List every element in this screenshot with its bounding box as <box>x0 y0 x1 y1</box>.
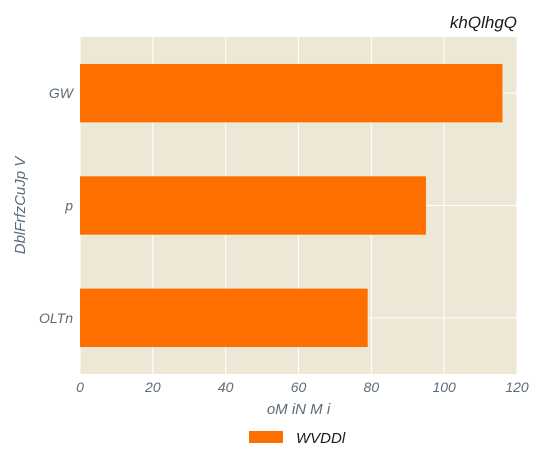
x-tick-label: 40 <box>218 379 234 395</box>
x-tick-label: 80 <box>364 379 380 395</box>
y-axis-label: DblFrfzCuJp V <box>12 155 29 255</box>
bar-p <box>80 176 426 235</box>
y-tick-label: p <box>64 198 73 214</box>
chart-title: khQlhgQ <box>450 13 517 32</box>
bar-oltn <box>80 288 368 348</box>
x-tick-label: 100 <box>432 379 456 395</box>
bars <box>80 63 503 348</box>
x-tick-label: 120 <box>505 379 529 395</box>
x-tick-label: 0 <box>76 379 84 395</box>
x-tick-label: 20 <box>144 379 161 395</box>
legend-label: WVDDl <box>296 430 346 447</box>
x-axis-label: oM iN M i <box>267 401 331 418</box>
y-tick-label: GW <box>49 85 75 101</box>
x-tick-labels: 0 20 40 60 80 100 120 <box>76 379 529 395</box>
y-tick-label: OLTn <box>39 310 73 326</box>
legend: WVDDl <box>249 430 346 447</box>
y-tick-labels: GW p OLTn <box>39 85 75 326</box>
x-tick-label: 60 <box>291 379 307 395</box>
bar-gw <box>80 63 503 123</box>
legend-swatch <box>249 431 283 443</box>
